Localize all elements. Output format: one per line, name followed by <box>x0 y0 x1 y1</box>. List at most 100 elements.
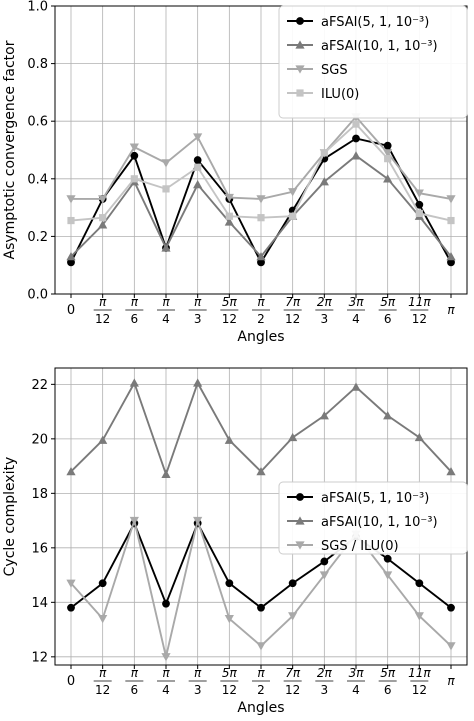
x-axis-label: Angles <box>237 700 284 716</box>
data-point <box>446 642 456 651</box>
tick-label-denominator: 12 <box>95 683 110 697</box>
tick-label-numerator: π <box>131 666 139 680</box>
tick-label-numerator: π <box>99 666 107 680</box>
data-point <box>288 579 297 588</box>
tick-label-numerator: π <box>257 666 265 680</box>
x-tick-label: π2 <box>252 295 270 326</box>
data-point <box>383 174 393 183</box>
x-tick-label: 5π6 <box>378 295 397 326</box>
tick-label-denominator: 12 <box>222 683 237 697</box>
tick-label-denominator: 3 <box>194 683 202 697</box>
data-point <box>320 149 328 157</box>
data-point <box>351 151 361 160</box>
data-point <box>256 642 266 651</box>
tick-label-denominator: 6 <box>131 683 139 697</box>
tick-label-numerator: 3π <box>349 295 365 309</box>
tick-label-numerator: 7π <box>285 666 301 680</box>
tick-label-numerator: 2π <box>317 666 333 680</box>
data-point <box>99 214 107 222</box>
data-point <box>224 193 234 203</box>
data-point <box>98 579 107 588</box>
data-point <box>383 571 393 580</box>
tick-label-denominator: 3 <box>194 312 202 326</box>
data-point <box>415 579 424 588</box>
data-point <box>352 120 360 128</box>
y-tick-label: 0.4 <box>27 172 48 187</box>
data-point <box>66 195 76 204</box>
data-point <box>352 134 360 143</box>
x-axis-label: Angles <box>237 329 284 345</box>
x-tick-label: π <box>447 674 455 688</box>
x-tick-label: π 12 <box>93 295 112 326</box>
legend-entry: SGS / ILU(0) <box>287 539 399 554</box>
tick-label-denominator: 12 <box>412 683 427 697</box>
legend-marker <box>296 493 304 501</box>
series-2 <box>66 378 456 478</box>
data-point <box>447 216 455 225</box>
data-point <box>384 155 392 163</box>
chart-panel-2: 1214161820220π12π6π4π35π12π27π122π33π45π… <box>2 367 468 716</box>
data-point <box>66 579 76 588</box>
y-tick-label: 1.0 <box>27 0 48 15</box>
data-point <box>130 151 139 160</box>
data-point <box>161 243 171 252</box>
data-point <box>224 614 234 624</box>
data-point <box>162 185 170 193</box>
tick-label-denominator: 4 <box>162 683 170 697</box>
x-tick-label: 5π6 <box>378 666 397 697</box>
data-point <box>224 435 234 444</box>
data-point <box>351 382 361 391</box>
tick-label-text: 0 <box>67 303 75 318</box>
tick-label-denominator: 12 <box>222 312 237 326</box>
tick-label-denominator: 6 <box>384 312 392 326</box>
y-tick-label: 0.6 <box>27 115 48 130</box>
tick-label-text: π <box>447 303 455 317</box>
tick-label-numerator: 7π <box>285 295 301 309</box>
x-tick-label: 0 <box>67 303 75 318</box>
legend-marker <box>295 541 305 550</box>
tick-label-numerator: π <box>99 295 107 309</box>
tick-label-numerator: π <box>162 295 170 309</box>
tick-label-denominator: 6 <box>384 683 392 697</box>
data-point <box>383 554 392 563</box>
legend-marker <box>295 516 305 525</box>
data-point <box>98 195 108 204</box>
data-point <box>383 411 393 420</box>
tick-label-numerator: 3π <box>349 666 365 680</box>
x-tick-label: π <box>447 303 455 317</box>
tick-label-numerator: 11π <box>408 666 431 680</box>
data-point <box>225 212 233 220</box>
tick-label-text: 0 <box>67 674 75 689</box>
tick-label-denominator: 6 <box>131 312 139 326</box>
tick-label-denominator: 4 <box>352 312 360 326</box>
data-point <box>98 614 108 624</box>
legend: aFSAI(5, 1, 10⁻³) aFSAI(10, 1, 10⁻³) SGS IL… <box>278 5 468 119</box>
legend-entry: aFSAI(10, 1, 10⁻³) <box>287 515 438 530</box>
data-point <box>257 603 265 612</box>
data-point <box>289 212 297 220</box>
tick-label-numerator: 2π <box>317 295 333 309</box>
y-tick-label: 12 <box>31 650 48 665</box>
legend-entry: aFSAI(5, 1, 10⁻³) <box>287 15 429 30</box>
legend-label: SGS <box>321 63 348 78</box>
y-tick-label: 22 <box>31 378 48 393</box>
data-point <box>319 571 329 580</box>
tick-label-denominator: 12 <box>412 312 427 326</box>
y-tick-label: 16 <box>31 541 48 556</box>
x-tick-label: 2π3 <box>315 295 334 326</box>
data-point <box>67 603 75 612</box>
tick-label-numerator: π <box>162 666 170 680</box>
data-point <box>161 653 171 662</box>
legend-label: aFSAI(5, 1, 10⁻³) <box>321 491 429 506</box>
chart-panel-1: 0.00.20.40.60.81.00π12π6π4π35π12π27π122π… <box>2 0 468 345</box>
legend-entry: aFSAI(10, 1, 10⁻³) <box>287 39 438 54</box>
data-point <box>320 557 329 566</box>
tick-label-numerator: 5π <box>222 295 238 309</box>
series-4 <box>67 120 455 225</box>
tick-label-numerator: π <box>194 295 202 309</box>
y-tick-label: 20 <box>31 432 48 447</box>
